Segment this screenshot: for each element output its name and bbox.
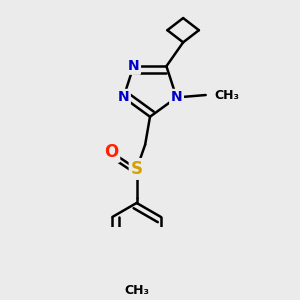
Text: N: N	[171, 90, 182, 104]
Text: S: S	[130, 160, 142, 178]
Text: CH₃: CH₃	[214, 88, 239, 101]
Text: O: O	[104, 143, 118, 161]
Text: CH₃: CH₃	[124, 284, 149, 297]
Text: N: N	[118, 90, 129, 104]
Text: N: N	[128, 59, 140, 73]
